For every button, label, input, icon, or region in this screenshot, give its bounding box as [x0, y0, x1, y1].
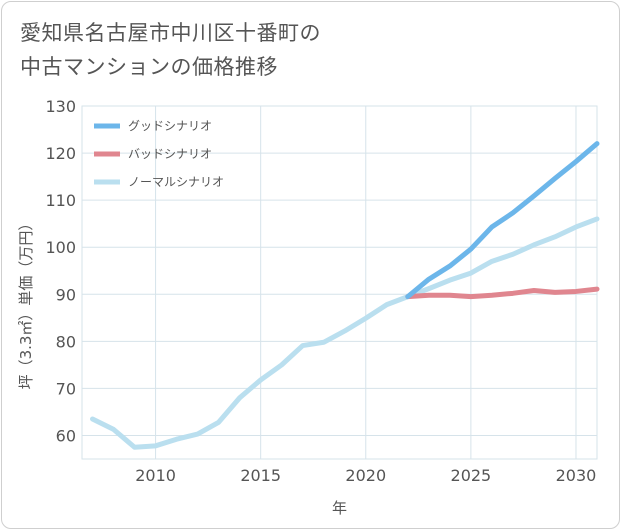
y-tick-label: 110: [45, 191, 76, 210]
y-tick-label: 130: [45, 97, 76, 116]
y-axis-title: 坪（3.3㎡）単価（万円）: [17, 216, 35, 390]
x-tick-label: 2030: [556, 466, 597, 485]
x-tick-label: 2020: [345, 466, 386, 485]
y-tick-label: 60: [56, 426, 76, 445]
x-tick-label: 2010: [135, 466, 176, 485]
series-line-0: [405, 141, 600, 300]
y-tick-label: 90: [56, 285, 76, 304]
legend-label-2: ノーマルシナリオ: [128, 175, 224, 189]
x-tick-label: 2015: [240, 466, 281, 485]
y-tick-label: 70: [56, 379, 76, 398]
x-axis-title: 年: [332, 499, 347, 517]
legend-label-1: バッドシナリオ: [128, 147, 212, 161]
series-line-2: [90, 216, 600, 450]
tick-labels: 60 70 80 90 100 110 120 130 2010 2015 2020 2025 2030: [45, 97, 596, 485]
y-tick-label: 100: [45, 238, 76, 257]
chart-title: 愛知県名古屋市中川区十番町の 中古マンションの価格推移: [20, 16, 440, 84]
legend-label-0: グッドシナリオ: [128, 119, 212, 133]
x-tick-label: 2025: [451, 466, 492, 485]
series-line-1: [405, 286, 600, 300]
chart-title-line-1: 愛知県名古屋市中川区十番町の: [20, 21, 321, 45]
grid-lines: [81, 105, 598, 460]
series-lines: [90, 141, 600, 450]
y-tick-label: 120: [45, 144, 76, 163]
y-tick-label: 80: [56, 332, 76, 351]
chart-title-line-2: 中古マンションの価格推移: [20, 55, 278, 79]
